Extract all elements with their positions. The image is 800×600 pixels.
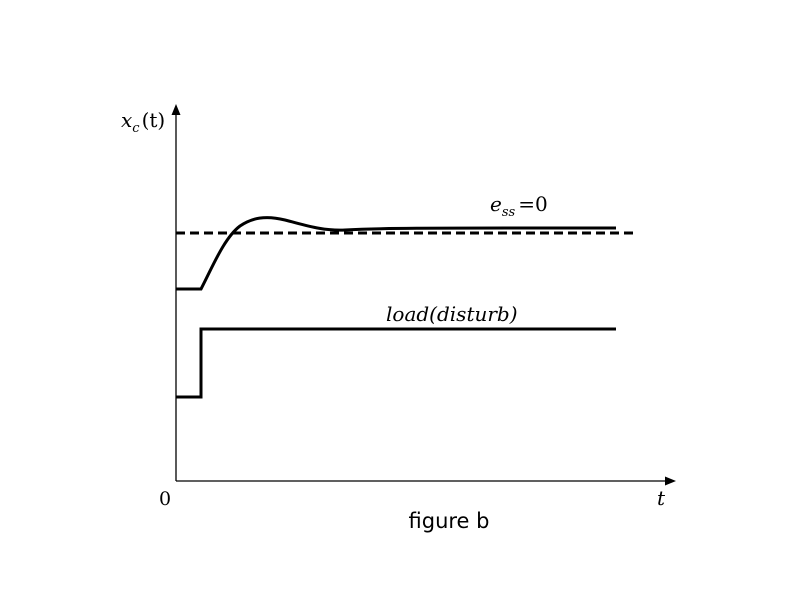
load-annotation: load(disturb) [386,302,518,326]
load-step-curve [176,327,616,399]
y-axis-arrowhead [171,104,181,115]
response-curve [176,216,617,291]
y-label-var: x [121,108,132,132]
load-word: load [386,302,429,326]
origin-label: 0 [159,488,171,510]
y-axis-label: xc (t) [121,108,165,136]
figure-caption: figure b [409,509,490,533]
ess-var: e [490,192,502,216]
x-axis-label: t [657,486,666,510]
y-label-sub: c [132,121,140,136]
ess-equals: =0 [518,192,547,216]
ess-sub: ss [502,205,516,220]
x-axis-arrowhead [665,476,676,486]
load-args: (disturb) [429,302,517,326]
y-label-args: (t) [142,108,166,132]
ess-annotation: ess =0 [490,192,548,220]
